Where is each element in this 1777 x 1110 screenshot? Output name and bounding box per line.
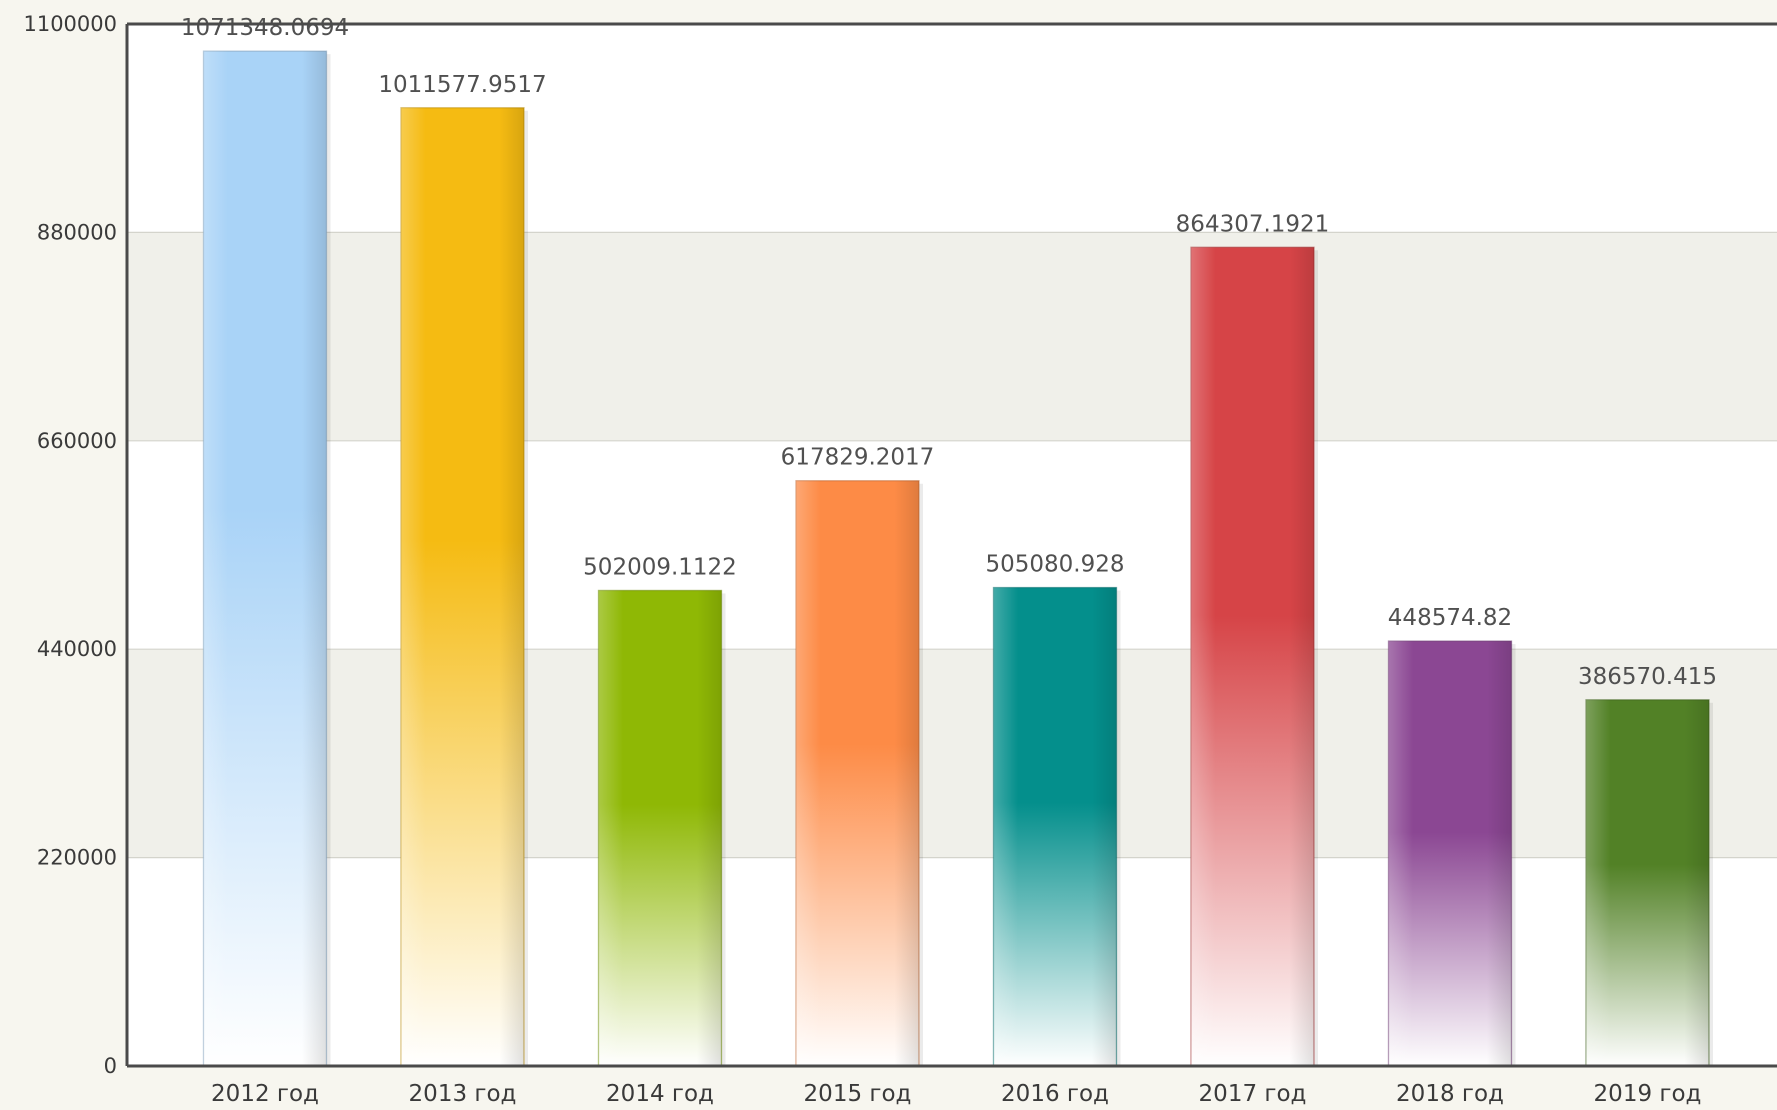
y-tick-label: 440000 — [37, 637, 117, 661]
grid-band — [127, 649, 1777, 858]
bar-highlight — [203, 51, 327, 1067]
bar-highlight — [993, 587, 1117, 1066]
data-label: 1011577.9517 — [378, 72, 546, 98]
data-label: 617829.2017 — [781, 445, 935, 471]
y-axis-ticks: 0 220000 440000 660000 880000 1100000 — [23, 12, 117, 1078]
data-label: 505080.928 — [985, 552, 1124, 578]
bar-highlight — [598, 590, 722, 1066]
y-tick-label: 220000 — [37, 846, 117, 870]
x-tick-label: 2018 год — [1396, 1081, 1504, 1107]
data-labels: 1071348.0694 1011577.9517 502009.1122 61782… — [181, 15, 1717, 690]
bar-highlight — [1586, 699, 1709, 1066]
bar-highlight — [1191, 247, 1314, 1066]
grid-bands — [127, 24, 1777, 1066]
y-tick-label: 0 — [104, 1054, 117, 1078]
x-tick-label: 2019 год — [1594, 1081, 1702, 1107]
y-tick-label: 880000 — [37, 220, 117, 244]
x-tick-label: 2016 год — [1001, 1081, 1109, 1107]
bar-highlight — [1388, 641, 1512, 1066]
bar-highlight — [401, 107, 524, 1067]
x-tick-label: 2014 год — [606, 1081, 714, 1107]
data-label: 1071348.0694 — [181, 15, 349, 41]
x-tick-label: 2013 год — [409, 1081, 517, 1107]
data-label: 386570.415 — [1578, 664, 1717, 690]
x-axis-ticks: 2012 год 2013 год 2014 год 2015 год 2016 год… — [211, 1081, 1701, 1107]
bar-series — [202, 50, 1713, 1067]
bar-highlight — [796, 480, 919, 1066]
data-label: 502009.1122 — [583, 554, 737, 580]
grid-band — [127, 232, 1777, 441]
plot-background — [127, 24, 1777, 1066]
data-label: 448574.82 — [1388, 605, 1512, 631]
y-tick-label: 1100000 — [23, 12, 117, 36]
x-tick-label: 2012 год — [211, 1081, 319, 1107]
x-tick-label: 2017 год — [1199, 1081, 1307, 1107]
y-tick-label: 660000 — [37, 429, 117, 453]
x-tick-label: 2015 год — [804, 1081, 912, 1107]
data-label: 864307.1921 — [1176, 211, 1330, 237]
